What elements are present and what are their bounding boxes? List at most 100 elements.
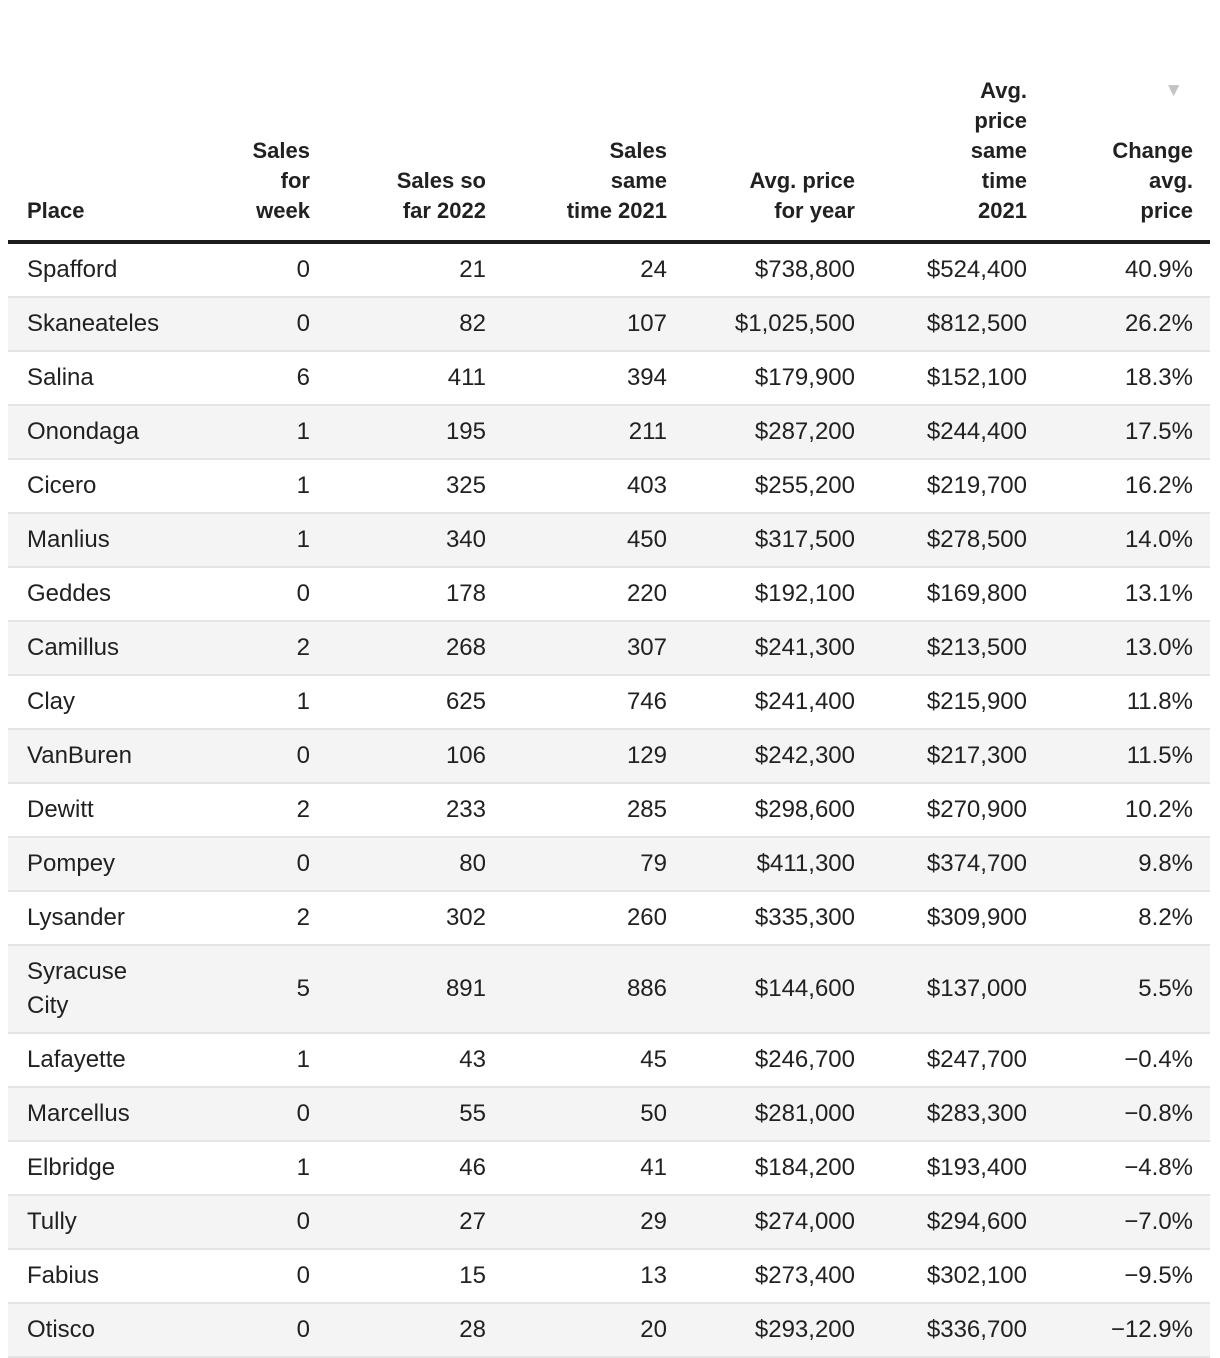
cell-sales-week: 2 xyxy=(296,904,310,931)
cell-sales-2022: 21 xyxy=(459,256,486,283)
column-header-avg-price-year[interactable]: Avg. price for year xyxy=(667,0,855,244)
cell-avg-price-2021: $283,300 xyxy=(926,1100,1027,1127)
cell-sales-week: 1 xyxy=(296,472,310,499)
cell-place: Marcellus xyxy=(27,1100,130,1127)
cell-sales-week: 0 xyxy=(296,1100,310,1127)
cell-change-avg-price: −12.9% xyxy=(1110,1316,1193,1343)
column-header-sales-2022[interactable]: Sales so far 2022 xyxy=(310,0,486,244)
cell-change-avg-price: −0.8% xyxy=(1124,1100,1193,1127)
cell-avg-price-2021: $812,500 xyxy=(926,310,1027,337)
cell-sales-2022: 82 xyxy=(459,310,486,337)
table-body: Spafford 0 21 24 $738,800 $524,400 40.9% Skanea… xyxy=(8,242,1210,1357)
table-row: Cicero 1 325 403 $255,200 $219,700 16.2% xyxy=(8,459,1210,513)
column-header-avg-price-2021[interactable]: Avg. price same time 2021 xyxy=(855,0,1027,244)
cell-sales-week: 1 xyxy=(296,418,310,445)
cell-change-avg-price: −9.5% xyxy=(1124,1262,1193,1289)
table-row: Manlius 1 340 450 $317,500 $278,500 14.0% xyxy=(8,513,1210,567)
cell-sales-week: 0 xyxy=(296,1262,310,1289)
cell-sales-2022: 625 xyxy=(445,688,486,715)
column-header-label: Place xyxy=(27,198,85,223)
cell-sales-2022: 411 xyxy=(447,364,486,391)
cell-avg-price-2021: $169,800 xyxy=(926,580,1027,607)
cell-change-avg-price: 11.5% xyxy=(1126,742,1193,769)
cell-avg-price-year: $1,025,500 xyxy=(734,310,855,337)
cell-sales-2021: 107 xyxy=(626,310,667,337)
cell-avg-price-year: $241,300 xyxy=(754,634,855,661)
cell-change-avg-price: 26.2% xyxy=(1124,310,1193,337)
table-row: Fabius 0 15 13 $273,400 $302,100 −9.5% xyxy=(8,1249,1210,1303)
cell-sales-week: 0 xyxy=(296,742,310,769)
column-header-label: Avg. price same time 2021 xyxy=(970,78,1027,223)
cell-avg-price-2021: $374,700 xyxy=(926,850,1027,877)
cell-place: Onondaga xyxy=(27,418,140,445)
cell-sales-week: 1 xyxy=(296,688,310,715)
cell-avg-price-2021: $137,000 xyxy=(926,975,1027,1002)
cell-place: Dewitt xyxy=(27,796,94,823)
cell-sales-2021: 129 xyxy=(626,742,667,769)
cell-sales-week: 6 xyxy=(296,364,310,391)
cell-avg-price-year: $241,400 xyxy=(754,688,855,715)
column-header-sales-2021[interactable]: Sales same time 2021 xyxy=(486,0,667,244)
cell-sales-2021: 220 xyxy=(626,580,667,607)
cell-sales-2022: 325 xyxy=(445,472,486,499)
cell-sales-2021: 211 xyxy=(628,418,667,445)
cell-change-avg-price: 9.8% xyxy=(1138,850,1193,877)
data-table: Place Sales for week Sales so far 2022 S… xyxy=(8,0,1210,1358)
cell-change-avg-price: 13.1% xyxy=(1124,580,1193,607)
table-row: Geddes 0 178 220 $192,100 $169,800 13.1% xyxy=(8,567,1210,621)
cell-avg-price-2021: $213,500 xyxy=(926,634,1027,661)
cell-avg-price-year: $242,300 xyxy=(754,742,855,769)
column-header-change-avg-price[interactable]: ▼ Change avg. price xyxy=(1027,0,1210,244)
cell-sales-2021: 450 xyxy=(626,526,667,553)
cell-change-avg-price: −0.4% xyxy=(1124,1046,1193,1073)
cell-avg-price-year: $738,800 xyxy=(754,256,855,283)
cell-place: Clay xyxy=(27,688,76,715)
cell-avg-price-year: $179,900 xyxy=(754,364,855,391)
cell-avg-price-year: $287,200 xyxy=(754,418,855,445)
cell-sales-2021: 746 xyxy=(626,688,667,715)
cell-avg-price-year: $298,600 xyxy=(754,796,855,823)
table-row: Pompey 0 80 79 $411,300 $374,700 9.8% xyxy=(8,837,1210,891)
cell-place: Geddes xyxy=(27,580,112,607)
cell-sales-2022: 178 xyxy=(445,580,486,607)
cell-avg-price-2021: $217,300 xyxy=(926,742,1027,769)
table-row: Salina 6 411 394 $179,900 $152,100 18.3% xyxy=(8,351,1210,405)
cell-avg-price-year: $293,200 xyxy=(754,1316,855,1343)
table-row: Clay 1 625 746 $241,400 $215,900 11.8% xyxy=(8,675,1210,729)
table-row: Elbridge 1 46 41 $184,200 $193,400 −4.8% xyxy=(8,1141,1210,1195)
cell-sales-2021: 24 xyxy=(640,256,667,283)
table-row: Dewitt 2 233 285 $298,600 $270,900 10.2% xyxy=(8,783,1210,837)
cell-avg-price-year: $255,200 xyxy=(754,472,855,499)
table-row: Tully 0 27 29 $274,000 $294,600 −7.0% xyxy=(8,1195,1210,1249)
cell-change-avg-price: 5.5% xyxy=(1138,975,1193,1002)
cell-sales-2021: 41 xyxy=(640,1154,667,1181)
cell-avg-price-year: $246,700 xyxy=(754,1046,855,1073)
cell-sales-week: 0 xyxy=(296,310,310,337)
cell-sales-2022: 195 xyxy=(445,418,486,445)
cell-sales-week: 0 xyxy=(296,580,310,607)
column-header-place[interactable]: Place xyxy=(8,0,218,244)
cell-sales-2022: 302 xyxy=(445,904,486,931)
table-header: Place Sales for week Sales so far 2022 S… xyxy=(8,0,1210,244)
cell-avg-price-year: $184,200 xyxy=(754,1154,855,1181)
cell-place: Syracuse City xyxy=(27,958,128,1019)
column-header-label: Sales same time 2021 xyxy=(566,138,667,223)
sort-descending-icon: ▼ xyxy=(1164,80,1183,101)
cell-sales-2021: 285 xyxy=(626,796,667,823)
cell-change-avg-price: 13.0% xyxy=(1124,634,1193,661)
cell-sales-2022: 27 xyxy=(459,1208,486,1235)
table-row: Lysander 2 302 260 $335,300 $309,900 8.2% xyxy=(8,891,1210,945)
column-header-label: Change avg. price xyxy=(1112,138,1193,223)
cell-place: Cicero xyxy=(27,472,97,499)
cell-sales-week: 1 xyxy=(296,1154,310,1181)
cell-change-avg-price: 17.5% xyxy=(1124,418,1193,445)
cell-change-avg-price: 11.8% xyxy=(1126,688,1193,715)
cell-avg-price-2021: $294,600 xyxy=(926,1208,1027,1235)
cell-avg-price-2021: $309,900 xyxy=(926,904,1027,931)
table-row: Syracuse City 5 891 886 $144,600 $137,000 5.5% xyxy=(8,945,1210,1033)
cell-avg-price-year: $281,000 xyxy=(754,1100,855,1127)
header-row: Place Sales for week Sales so far 2022 S… xyxy=(8,0,1210,244)
cell-avg-price-year: $411,300 xyxy=(756,850,855,877)
cell-sales-2022: 80 xyxy=(459,850,486,877)
column-header-sales-week[interactable]: Sales for week xyxy=(218,0,310,244)
